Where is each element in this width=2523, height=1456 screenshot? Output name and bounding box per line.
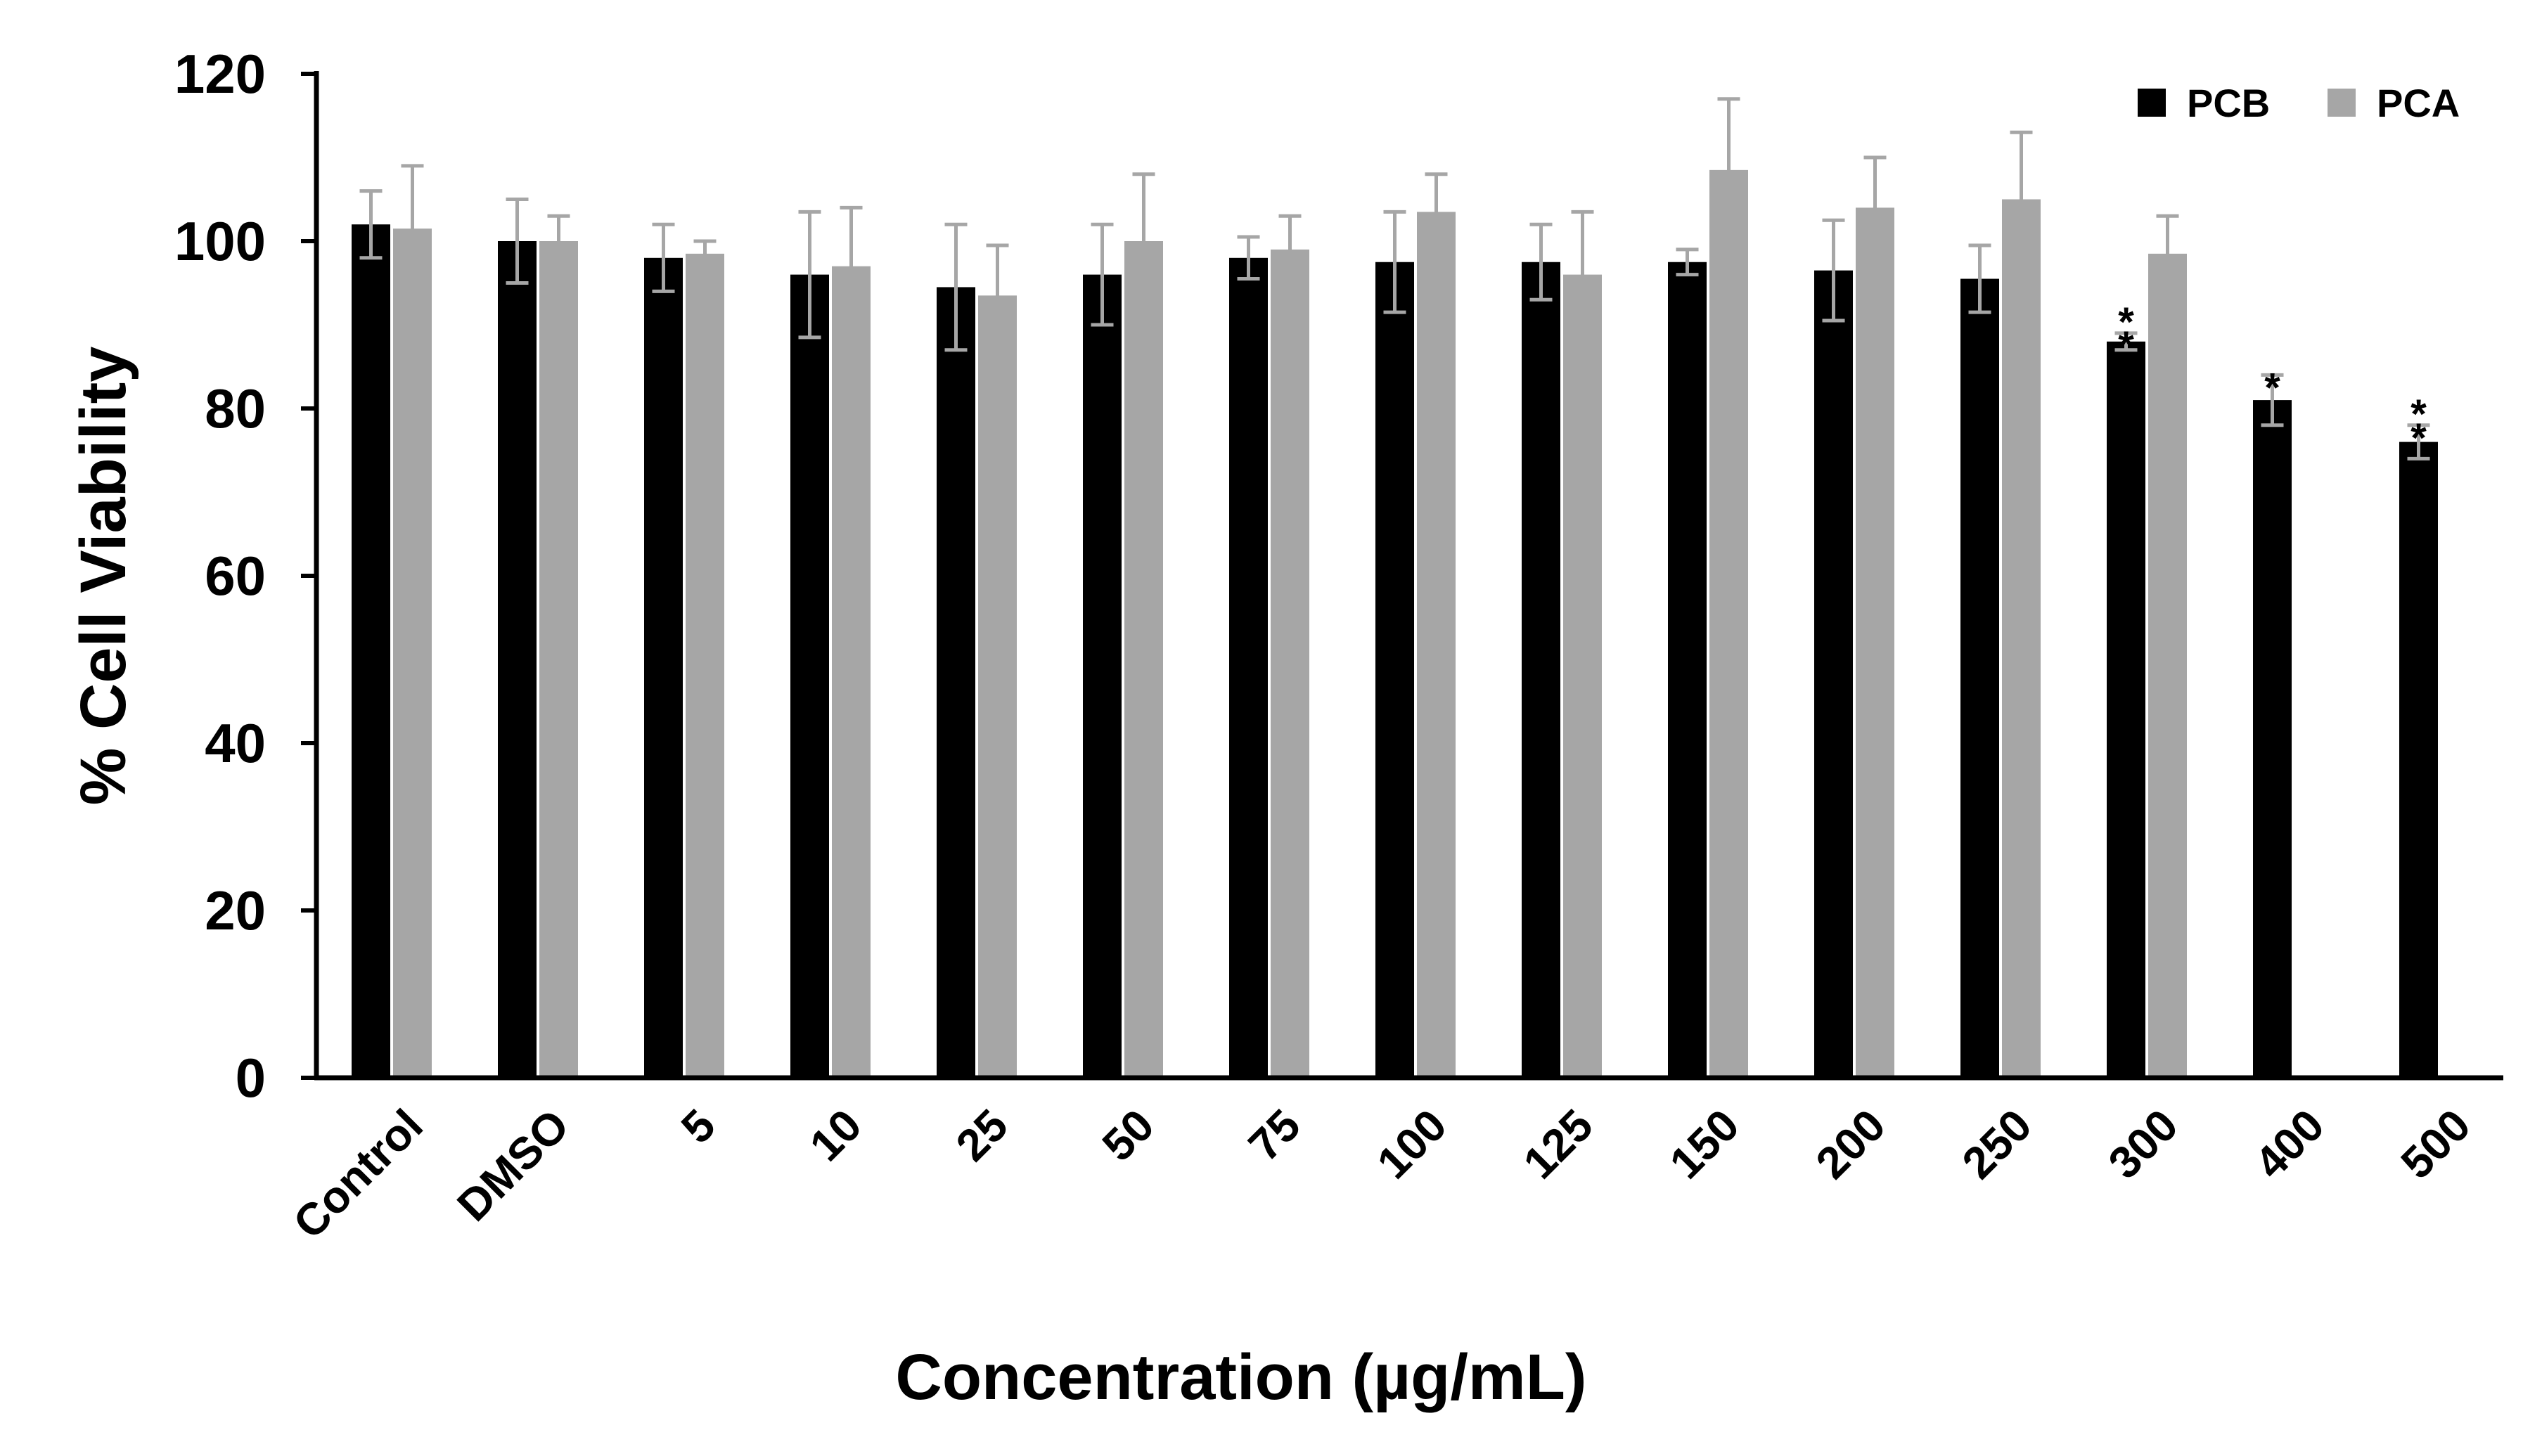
x-tick-label: 100 [1367,1100,1456,1188]
x-tick-label: 300 [2098,1100,2187,1188]
bar-pca-10 [832,266,871,1078]
x-tick-label: 25 [946,1100,1017,1171]
significance-layer: * *** * [2118,299,2427,461]
x-axis-title: Concentration (µg/mL) [895,1341,1586,1413]
legend-label-pca: PCA [2377,81,2460,125]
x-tick-label: 200 [1806,1100,1894,1188]
asterisk: * [2118,299,2134,345]
y-tick-label: 60 [205,545,266,607]
bars-layer [352,169,2438,1078]
x-tick-label: 150 [1659,1100,1748,1188]
significance-marker-500: * * [2410,392,2427,461]
x-tick-label: Control [283,1100,432,1249]
y-tick-label: 80 [205,378,266,439]
error-bars-layer [359,97,2430,460]
bar-pcb-300 [2107,341,2145,1078]
bar-pca-125 [1563,274,1602,1078]
x-tick-label: 125 [1513,1100,1602,1188]
y-axis-title: % Cell Viability [68,347,139,806]
bar-pcb-400 [2253,400,2292,1078]
bar-pcb-100 [1375,262,1414,1078]
significance-marker-300: * * [2118,299,2134,369]
x-tick-label: 10 [800,1100,871,1171]
bar-pca-25 [978,295,1017,1078]
bar-pcb-5 [644,257,683,1078]
x-tick-label: 75 [1239,1100,1310,1171]
bar-pca-75 [1271,249,1309,1078]
y-tick-label: 0 [236,1047,266,1109]
bar-pca-250 [2002,199,2041,1078]
bar-pca-dmso [539,241,578,1078]
x-tick-label: 50 [1093,1100,1164,1171]
y-tick-label: 20 [205,880,266,941]
bar-pcb-250 [1960,278,1999,1078]
y-tick-label: 120 [174,43,266,105]
bar-pcb-150 [1668,262,1707,1078]
asterisk: * [2410,392,2427,437]
x-tick-label: 5 [672,1100,725,1153]
significance-marker-400: * [2264,365,2280,411]
x-tick-label: 250 [1952,1100,2041,1188]
bar-pcb-200 [1814,270,1853,1078]
legend-label-pcb: PCB [2187,81,2270,125]
asterisk: * [2264,365,2280,411]
bar-pcb-75 [1229,257,1268,1078]
bar-pcb-dmso [498,241,537,1078]
legend-swatch-pca [2328,89,2356,117]
x-tick-label: 400 [2245,1100,2333,1188]
x-tick-label: 500 [2391,1100,2479,1188]
bar-pca-200 [1856,207,1894,1078]
y-tick-label: 100 [174,210,266,272]
asterisk: * [2410,415,2427,461]
bar-pcb-500 [2399,442,2438,1078]
legend: PCB PCA [2138,81,2460,125]
x-axis-ticks: Control DMSO 5 10 25 50 75 100 125 150 200 250 300 40… [283,1100,2480,1249]
bar-pca-control [393,228,432,1078]
bar-pcb-50 [1083,274,1122,1078]
bar-pcb-10 [790,274,829,1078]
x-tick-label: DMSO [447,1100,579,1231]
bar-pca-150 [1709,169,1748,1078]
asterisk: * [2118,323,2134,369]
bar-pcb-25 [937,287,975,1078]
bar-pcb-125 [1522,262,1560,1078]
bar-pca-50 [1124,241,1163,1078]
y-tick-label: 40 [205,712,266,774]
y-axis-ticks: 0 20 40 60 80 100 120 [174,43,316,1109]
bar-pca-300 [2148,253,2187,1078]
legend-swatch-pcb [2138,89,2166,117]
bar-pca-100 [1417,212,1456,1078]
bar-pca-5 [686,253,724,1078]
bar-pcb-control [352,224,390,1078]
